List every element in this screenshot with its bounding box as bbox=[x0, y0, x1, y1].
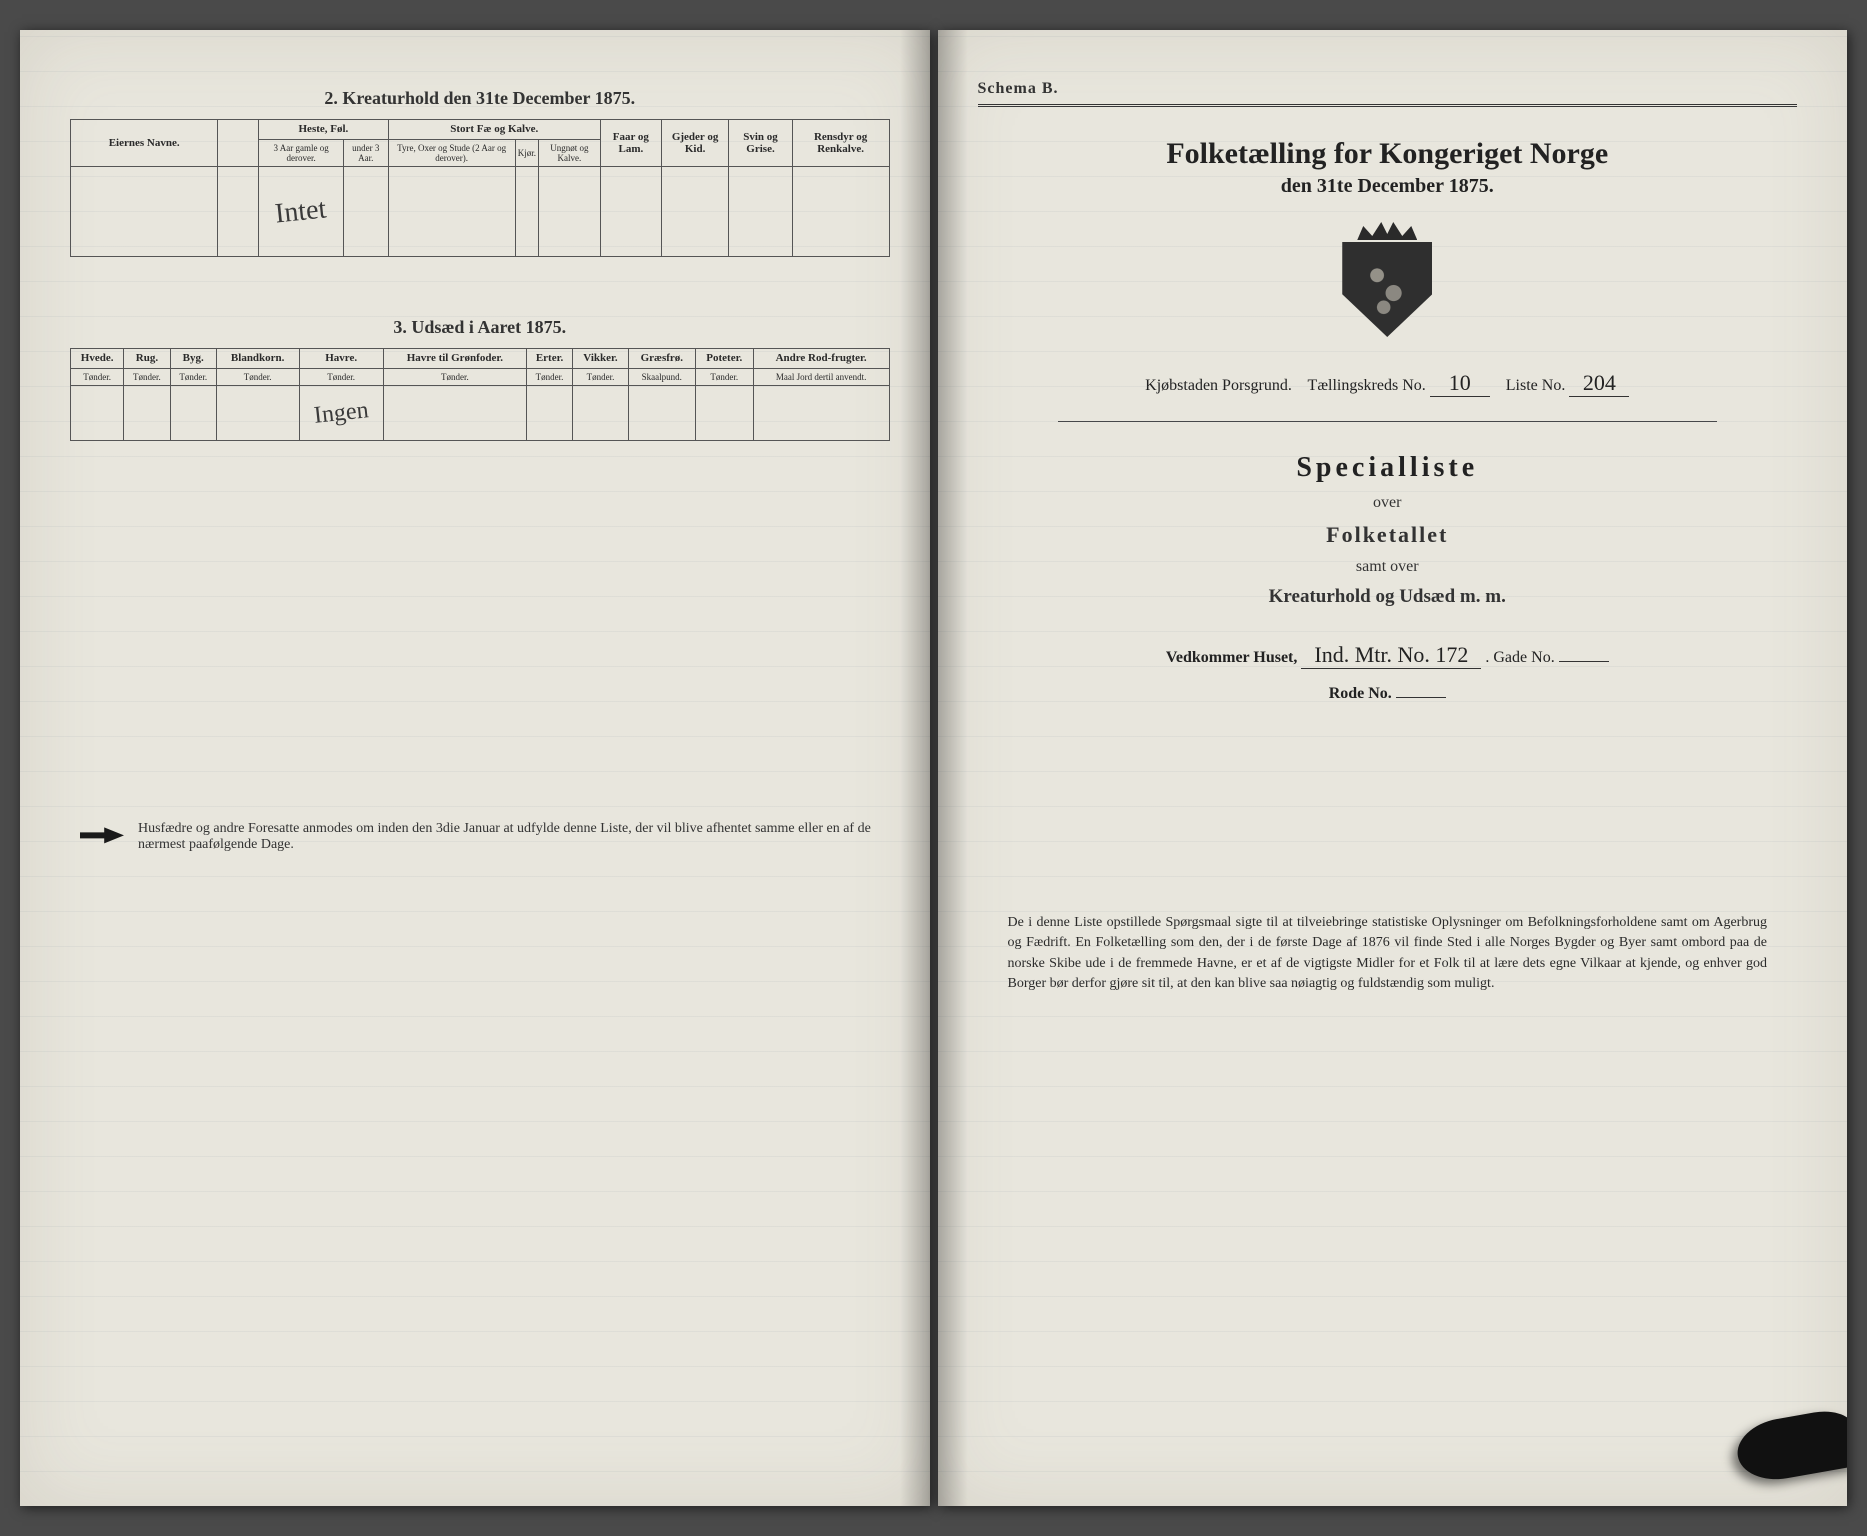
spec-folketallet: Folketallet bbox=[978, 522, 1798, 548]
col-goats: Gjeder og Kid. bbox=[661, 120, 728, 167]
gade-label: . Gade No. bbox=[1485, 649, 1554, 666]
pointing-hand-icon bbox=[80, 825, 124, 845]
footer-note: Husfædre og andre Foresatte anmodes om i… bbox=[70, 821, 890, 853]
unit: Tønder. bbox=[383, 368, 526, 385]
col-rug: Rug. bbox=[124, 349, 170, 369]
rode-value bbox=[1396, 697, 1446, 698]
col-pigs: Svin og Grise. bbox=[729, 120, 792, 167]
spec-kreatur: Kreaturhold og Udsæd m. m. bbox=[978, 586, 1798, 608]
table-cell bbox=[218, 167, 259, 257]
table-cell bbox=[538, 167, 600, 257]
spec-samt: samt over bbox=[978, 558, 1798, 576]
liste-value: 204 bbox=[1569, 370, 1629, 397]
explanatory-paragraph: De i denne Liste opstillede Spørgsmaal s… bbox=[978, 913, 1798, 994]
unit: Skaalpund. bbox=[628, 368, 695, 385]
vedk-label: Vedkommer Huset, bbox=[1166, 649, 1298, 666]
table-cell bbox=[515, 167, 538, 257]
footer-text: Husfædre og andre Foresatte anmodes om i… bbox=[138, 821, 880, 853]
book-spread: 2. Kreaturhold den 31te December 1875. E… bbox=[20, 30, 1847, 1506]
table-cell bbox=[753, 386, 889, 441]
divider bbox=[978, 104, 1798, 107]
col-hvede: Hvede. bbox=[71, 349, 124, 369]
unit: Tønder. bbox=[124, 368, 170, 385]
kreds-value: 10 bbox=[1430, 370, 1490, 397]
house-line: Vedkommer Huset, Ind. Mtr. No. 172 . Gad… bbox=[978, 642, 1798, 669]
section-2-title: 2. Kreaturhold den 31te December 1875. bbox=[70, 88, 890, 109]
col-cattle-young: Ungnøt og Kalve. bbox=[538, 139, 600, 167]
col-reindeer: Rensdyr og Renkalve. bbox=[792, 120, 889, 167]
table-cell bbox=[124, 386, 170, 441]
table-cell bbox=[573, 386, 629, 441]
unit: Tønder. bbox=[526, 368, 572, 385]
census-main-title: Folketælling for Kongeriget Norge bbox=[978, 137, 1798, 171]
col-vikker: Vikker. bbox=[573, 349, 629, 369]
gade-value bbox=[1559, 661, 1609, 662]
unit: Tønder. bbox=[71, 368, 124, 385]
col-group-horses: Heste, Føl. bbox=[259, 120, 388, 140]
col-havre-gron: Havre til Grønfoder. bbox=[383, 349, 526, 369]
table-cell bbox=[729, 167, 792, 257]
liste-label: Liste No. bbox=[1506, 377, 1566, 394]
table-cell bbox=[661, 167, 728, 257]
left-page: 2. Kreaturhold den 31te December 1875. E… bbox=[20, 30, 930, 1506]
place-label: Kjøbstaden Porsgrund. bbox=[1145, 377, 1292, 394]
table-cell bbox=[628, 386, 695, 441]
sowing-table: Hvede. Rug. Byg. Blandkorn. Havre. Havre… bbox=[70, 348, 890, 441]
col-blandkorn: Blandkorn. bbox=[216, 349, 299, 369]
handwritten-entry: Intet bbox=[274, 193, 328, 230]
crown-icon bbox=[1357, 220, 1417, 240]
table-cell bbox=[695, 386, 753, 441]
spec-over: over bbox=[978, 494, 1798, 512]
schema-label: Schema B. bbox=[978, 80, 1798, 98]
col-group-cattle: Stort Fæ og Kalve. bbox=[388, 120, 600, 140]
col-owners: Eiernes Navne. bbox=[71, 120, 218, 167]
table-cell bbox=[792, 167, 889, 257]
col-cattle-bulls: Tyre, Oxer og Stude (2 Aar og derover). bbox=[388, 139, 515, 167]
col-byg: Byg. bbox=[170, 349, 216, 369]
rode-line: Rode No. bbox=[978, 685, 1798, 703]
coat-of-arms-icon bbox=[1332, 220, 1442, 340]
handwritten-entry: Ingen bbox=[313, 397, 370, 430]
table-cell bbox=[383, 386, 526, 441]
lion-icon bbox=[1354, 254, 1420, 325]
district-line: Kjøbstaden Porsgrund. Tællingskreds No. … bbox=[978, 370, 1798, 397]
unit: Tønder. bbox=[573, 368, 629, 385]
table-cell bbox=[388, 167, 515, 257]
livestock-table: Eiernes Navne. Heste, Føl. Stort Fæ og K… bbox=[70, 119, 890, 257]
section-3-title: 3. Udsæd i Aaret 1875. bbox=[70, 317, 890, 338]
col-horses-young: under 3 Aar. bbox=[344, 139, 389, 167]
col-graesfro: Græsfrø. bbox=[628, 349, 695, 369]
col-cattle-cows: Kjør. bbox=[515, 139, 538, 167]
col-sheep: Faar og Lam. bbox=[600, 120, 661, 167]
table-cell bbox=[71, 167, 218, 257]
right-page: Schema B. Folketælling for Kongeriget No… bbox=[938, 30, 1848, 1506]
table-cell bbox=[71, 386, 124, 441]
col-andre: Andre Rod-frugter. bbox=[753, 349, 889, 369]
col-poteter: Poteter. bbox=[695, 349, 753, 369]
specialliste-title: Specialliste bbox=[978, 452, 1798, 484]
thumb-shadow bbox=[1733, 1406, 1847, 1486]
unit: Tønder. bbox=[299, 368, 383, 385]
table-cell bbox=[600, 167, 661, 257]
unit: Tønder. bbox=[216, 368, 299, 385]
table-cell bbox=[526, 386, 572, 441]
rode-label: Rode No. bbox=[1329, 685, 1392, 702]
col-erter: Erter. bbox=[526, 349, 572, 369]
shield-icon bbox=[1342, 242, 1432, 337]
table-cell bbox=[170, 386, 216, 441]
table-cell: Intet bbox=[259, 167, 344, 257]
col-horses-old: 3 Aar gamle og derover. bbox=[259, 139, 344, 167]
divider bbox=[1058, 421, 1718, 422]
kreds-label: Tællingskreds No. bbox=[1308, 377, 1426, 394]
census-sub-title: den 31te December 1875. bbox=[978, 175, 1798, 198]
unit: Tønder. bbox=[170, 368, 216, 385]
unit: Tønder. bbox=[695, 368, 753, 385]
col-havre: Havre. bbox=[299, 349, 383, 369]
col-blank bbox=[218, 120, 259, 167]
table-cell bbox=[344, 167, 389, 257]
vedk-value: Ind. Mtr. No. 172 bbox=[1301, 642, 1481, 669]
unit: Maal Jord dertil anvendt. bbox=[753, 368, 889, 385]
table-cell: Ingen bbox=[299, 386, 383, 441]
table-cell bbox=[216, 386, 299, 441]
